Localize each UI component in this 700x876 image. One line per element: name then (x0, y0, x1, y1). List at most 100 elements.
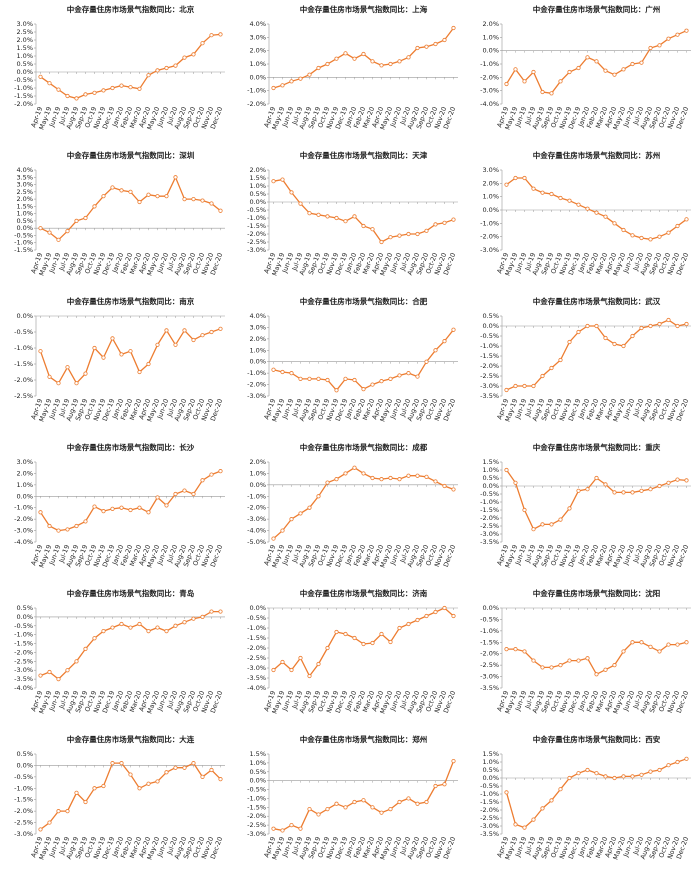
marker (298, 376, 303, 381)
marker (684, 28, 689, 33)
marker (415, 617, 420, 623)
marker (155, 342, 160, 347)
panel: 中金存量住房市场景气指数同比：武汉 0.5% 0.0% -0.5% -1.0% -1.5%… (480, 296, 691, 423)
y-tick-label: -1.0% (14, 344, 33, 352)
y-tick-label: 0.5% (482, 766, 499, 774)
marker (47, 820, 52, 825)
marker (370, 59, 375, 64)
marker (307, 376, 312, 381)
marker (433, 609, 438, 615)
marker (38, 74, 43, 79)
y-tick-label: 0.0% (249, 73, 266, 81)
marker (657, 43, 662, 48)
marker (675, 323, 680, 329)
marker (182, 620, 187, 625)
chart-title: 中金存量住房市场景气指数同比：大连 (67, 734, 195, 744)
marker (603, 482, 608, 487)
marker (657, 767, 662, 773)
marker (119, 188, 124, 193)
marker (83, 799, 88, 805)
marker (137, 86, 142, 91)
marker (110, 185, 115, 190)
marker (334, 215, 339, 221)
marker (504, 647, 509, 652)
marker (173, 491, 178, 497)
marker (298, 826, 303, 831)
y-tick-label: -1.0% (480, 627, 499, 635)
marker (218, 326, 223, 331)
marker (531, 383, 536, 389)
marker (666, 642, 671, 647)
marker (379, 63, 384, 68)
y-tick-label: 2.0% (249, 166, 266, 174)
y-tick-label: -3.0% (480, 822, 499, 830)
marker (47, 523, 52, 529)
panel: 中金存量住房市场景气指数同比：成都 2.0% 1.0% 0.0% -1.0% -2.0% -… (247, 442, 458, 569)
marker (504, 387, 509, 393)
marker (415, 45, 420, 51)
y-tick-label: -1.5% (247, 634, 266, 642)
marker (316, 494, 321, 499)
marker (594, 59, 599, 64)
marker (531, 658, 536, 663)
marker (451, 327, 456, 332)
marker (531, 527, 536, 532)
marker (47, 374, 52, 379)
marker (74, 659, 79, 664)
marker (361, 51, 366, 57)
marker (92, 90, 97, 95)
marker (218, 208, 223, 213)
y-tick-label: 1.0% (482, 193, 499, 201)
y-tick-label: -4.0% (14, 538, 33, 546)
marker (424, 474, 429, 479)
y-tick-label: -3.5% (480, 830, 499, 838)
marker (585, 323, 590, 329)
y-tick-label: -2.0% (480, 233, 499, 241)
panel: 中金存量住房市场景气指数同比：深圳 4.0%3.5%3.0%2.5%2.0%1.5… (14, 150, 225, 277)
marker (361, 641, 366, 647)
marker (298, 511, 303, 516)
y-tick-label: -1.0% (247, 214, 266, 222)
y-tick-label: -4.0% (14, 684, 33, 692)
marker (65, 809, 70, 814)
marker (164, 65, 169, 71)
marker (74, 96, 79, 101)
y-tick-label: 0.5% (482, 474, 499, 482)
marker (612, 490, 617, 495)
marker (128, 772, 133, 777)
marker (38, 349, 43, 354)
marker (164, 503, 169, 508)
marker (666, 230, 671, 235)
panel: 中金存量住房市场景气指数同比：西安1.5%1.0%0.5%0.0%-0.5%-1… (480, 734, 691, 861)
marker (110, 506, 115, 511)
y-tick-label: 2.0% (16, 195, 33, 203)
marker (352, 56, 357, 61)
marker (639, 60, 644, 65)
marker (639, 640, 644, 645)
marker (504, 182, 509, 187)
marker (209, 329, 214, 335)
marker (137, 369, 142, 375)
marker (540, 522, 545, 527)
panel: 中金存量住房市场景气指数同比：济南 0.0% -0.5% -1.0% -1.5% -2.0… (247, 588, 458, 715)
y-tick-label: 0.0% (482, 482, 499, 490)
marker (397, 625, 402, 631)
marker (92, 204, 97, 209)
marker (101, 194, 106, 199)
marker (56, 87, 61, 92)
marker (522, 825, 527, 830)
marker (504, 81, 509, 87)
marker (200, 198, 205, 203)
marker (83, 519, 88, 524)
marker (379, 810, 384, 815)
marker (666, 480, 671, 485)
y-tick-label: -2.0% (480, 806, 499, 814)
marker (415, 801, 420, 806)
marker (531, 186, 536, 191)
marker (424, 228, 429, 233)
marker (334, 56, 339, 61)
y-tick-label: -2.0% (247, 381, 266, 389)
panel: 中金存量住房市场景气指数同比：大连 0.5% 0.0% -0.5% -1.0% -1.5%… (14, 734, 225, 861)
y-tick-label: -1.0% (14, 504, 33, 512)
marker (343, 376, 348, 381)
